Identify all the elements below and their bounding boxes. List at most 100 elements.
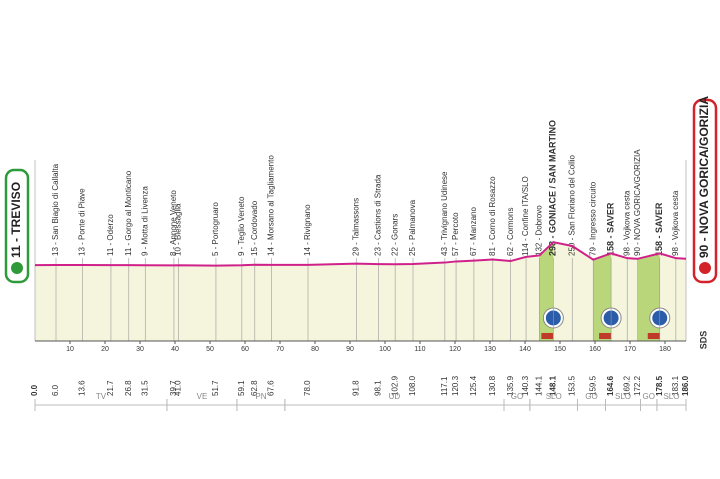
km-label: 153.5 (567, 375, 576, 396)
waypoint-label: 13 - Ponte di Piave (78, 188, 87, 256)
x-tick-label: 140 (519, 346, 531, 353)
km-label: 108.0 (408, 375, 417, 396)
waypoint-label: 132 - Dobrovo (534, 205, 543, 256)
x-tick-label: 130 (484, 346, 496, 353)
x-tick-label: 110 (414, 346, 425, 353)
km-label: 120.3 (451, 375, 460, 396)
waypoint-label: 43 - Trivignano Udinese (440, 171, 449, 256)
start-icon (11, 262, 23, 274)
waypoint-label: 98 - Vojkova cesta (671, 190, 680, 256)
x-tick-label: 180 (659, 346, 671, 353)
x-tick-label: 170 (624, 346, 636, 353)
waypoint-label: 90 - NOVA GORICA/GORIZIA (633, 149, 642, 256)
region-label: SLO (615, 392, 631, 401)
km-label: 6.0 (51, 384, 60, 396)
km-label: 169.2 (622, 375, 631, 396)
waypoint-label: 9 - Teglio Veneto (237, 196, 246, 256)
km-label: 117.1 (440, 376, 449, 396)
km-label: 178.5 (655, 375, 664, 396)
x-tick-label: 150 (554, 346, 566, 353)
region-label: GO (511, 392, 523, 401)
waypoint-label: 9 - Motta di Livenza (140, 186, 149, 256)
x-tick-label: 20 (101, 346, 109, 353)
km-label: 78.0 (303, 380, 312, 396)
x-tick-label: 50 (206, 346, 214, 353)
x-tick-label: 120 (449, 346, 461, 353)
km-label: 91.8 (351, 380, 360, 396)
km-label: 183.1 (671, 375, 680, 396)
km-label: 62.8 (250, 380, 259, 396)
km-label: 31.5 (140, 380, 149, 396)
end-icon (699, 262, 711, 274)
waypoint-label: 98 - Vojkova cesta (622, 190, 631, 256)
region-label: GO (642, 392, 654, 401)
km-label: 144.1 (534, 375, 543, 396)
km-label: 26.8 (124, 380, 133, 396)
waypoint-label: 79 - Ingresso circuito (588, 181, 597, 256)
km-label: 51.7 (211, 380, 220, 396)
waypoint-label: 158 - SAVER (605, 202, 615, 256)
km-label: 13.6 (78, 380, 87, 396)
region-label: UD (389, 392, 401, 401)
waypoint-label: 57 - Percoto (451, 212, 460, 256)
sprint-flag (541, 333, 554, 339)
start-box (4, 168, 30, 284)
x-tick-label: 80 (311, 346, 319, 353)
waypoint-label: 13 - San Biagio di Callalta (51, 163, 60, 256)
waypoint-label: 81 - Corno di Rosazzo (488, 176, 497, 256)
km-label: 41.0 (174, 380, 183, 396)
waypoint-label: 23 - Castions di Strada (373, 174, 382, 256)
km-label: 102.9 (390, 375, 399, 396)
profile-area (35, 242, 686, 341)
km-label: 0.0 (30, 384, 39, 396)
waypoint-label: 14 - Morsano al Tagliamento (267, 155, 276, 256)
waypoint-label: 114 - Confine ITA/SLO (521, 176, 530, 256)
region-label: PN (255, 392, 266, 401)
x-tick-label: 160 (589, 346, 601, 353)
region-label: GO (585, 392, 597, 401)
waypoint-label: 158 - SAVER (654, 202, 664, 256)
x-tick-label: 10 (66, 346, 74, 353)
end-box (692, 98, 718, 284)
waypoint-label: 10 - Blessaglia (174, 203, 183, 256)
x-tick-label: 60 (241, 346, 249, 353)
waypoint-label: 5 - Portogruaro (211, 202, 220, 256)
km-label: 67.6 (267, 380, 276, 396)
km-label: 159.5 (588, 375, 597, 396)
x-tick-label: 70 (276, 346, 284, 353)
waypoint-label: 62 - Cormons (506, 208, 515, 256)
waypoint-label: 29 - Talmassons (351, 198, 360, 256)
sprint-flag (647, 333, 660, 339)
credit: SDS (698, 331, 708, 350)
region-label: VE (197, 392, 208, 401)
profile-line (34, 241, 687, 267)
x-tick-label: 30 (136, 346, 144, 353)
km-label: 125.4 (469, 375, 478, 396)
waypoint-label: 298 - GONIACE / SAN MARTINO (548, 120, 558, 256)
start-label: 11 - TREVISO (9, 182, 23, 258)
end-label: 90 - NOVA GORICA/GORIZIA (697, 96, 711, 258)
km-label: 135.9 (506, 375, 515, 396)
km-label: 172.2 (633, 375, 642, 396)
km-label: 98.1 (373, 380, 382, 396)
km-label: 21.7 (106, 380, 115, 396)
waypoint-label: 250 - San Floriano del Collio (567, 155, 576, 256)
waypoint-label: 14 - Rivignano (303, 204, 312, 256)
sprint-flag (599, 333, 612, 339)
x-tick-label: 90 (346, 346, 354, 353)
waypoint-label: 25 - Palmanova (408, 199, 417, 256)
km-label: 148.1 (548, 375, 557, 396)
km-label: 164.6 (606, 375, 615, 396)
waypoint-label: 11 - Gorgo al Monticano (124, 170, 133, 256)
x-tick-label: 40 (171, 346, 179, 353)
x-tick-label: 100 (379, 346, 391, 353)
waypoint-label: 67 - Manzano (469, 207, 478, 256)
km-label: 186.0 (681, 375, 690, 396)
waypoint-label: 22 - Gonars (390, 214, 399, 256)
km-label: 59.1 (237, 380, 246, 396)
km-label: 140.3 (521, 375, 530, 396)
km-label: 39.7 (169, 380, 178, 396)
region-label: SLO (546, 392, 562, 401)
waypoint-label: 11 - Oderzo (106, 214, 115, 256)
